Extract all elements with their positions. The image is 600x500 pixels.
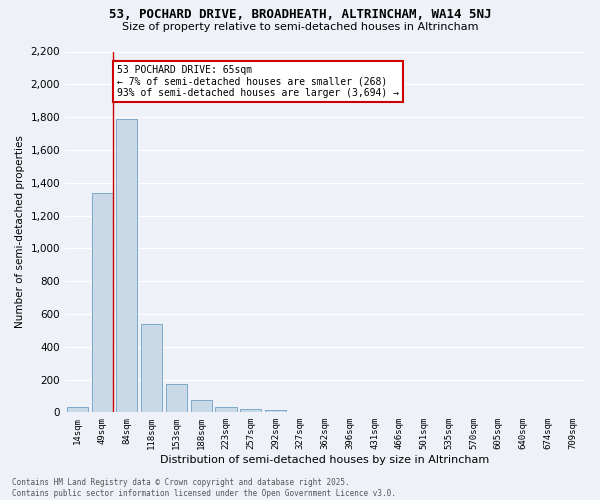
Bar [215,408,236,412]
Text: 53, POCHARD DRIVE, BROADHEATH, ALTRINCHAM, WA14 5NJ: 53, POCHARD DRIVE, BROADHEATH, ALTRINCHA… [109,8,491,20]
Bar [67,408,88,412]
Text: Contains HM Land Registry data © Crown copyright and database right 2025.
Contai: Contains HM Land Registry data © Crown c… [12,478,396,498]
Bar [191,400,212,412]
X-axis label: Distribution of semi-detached houses by size in Altrincham: Distribution of semi-detached houses by … [160,455,490,465]
Bar [92,192,113,412]
Text: 53 POCHARD DRIVE: 65sqm
← 7% of semi-detached houses are smaller (268)
93% of se: 53 POCHARD DRIVE: 65sqm ← 7% of semi-det… [117,64,399,98]
Bar [116,118,137,412]
Bar [166,384,187,412]
Y-axis label: Number of semi-detached properties: Number of semi-detached properties [15,136,25,328]
Bar [141,324,162,412]
Bar [240,409,261,412]
Text: Size of property relative to semi-detached houses in Altrincham: Size of property relative to semi-detach… [122,22,478,32]
Bar [265,410,286,412]
